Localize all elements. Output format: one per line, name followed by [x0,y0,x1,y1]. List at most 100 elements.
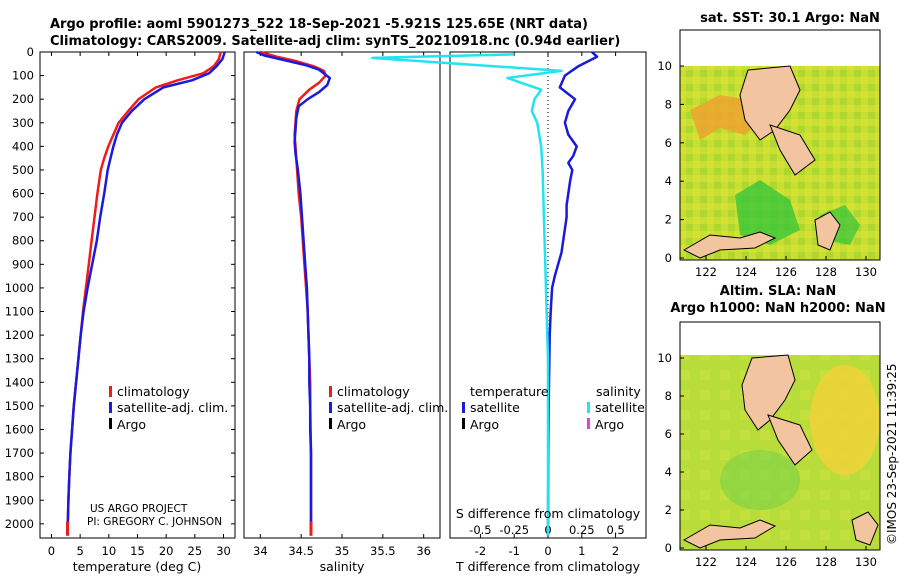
salinity-axes-frame [243,51,441,539]
map-x-tick-label: 130 [855,555,877,569]
sst-map: sat. SST: 30.1 Argo: NaN 122 124 126 128 130… [657,11,881,279]
map-y-tick-label: 4 [665,465,672,479]
legend-satellite-adj: satellite-adj. clim. [117,400,228,415]
temperature-xlabel: temperature (deg C) [73,559,202,574]
y-tick-label: 900 [12,257,34,271]
y-tick-label: 1700 [5,446,34,460]
map-x-tick-label: 128 [815,555,837,569]
temperature-panel: 0100200300400500600700800900100011001200… [5,45,236,574]
salinity-panel: 34 34.5 35 35.5 36 salinity climatology sate… [243,50,448,574]
temperature-x-tick-label: 10 [102,544,117,558]
difference-panel: -2 -1 0 1 2-0.5 -0.25 0 0.25 0.5 T difference fr… [371,51,647,574]
sla-land-islands [851,511,879,546]
legend-marker-argo [329,418,332,429]
y-tick-label: 200 [12,92,34,106]
series-line-temperature-satellite [546,51,599,536]
sla-map-title1: Altim. SLA: NaN [720,284,836,299]
sst-land-mindanao [769,124,816,176]
legend-marker-t-satellite [462,402,465,413]
y-tick-label: 1900 [5,493,34,507]
y-tick-label: 2000 [5,517,34,531]
y-tick-label: 1800 [5,470,34,484]
s-difference-tick-label: 0.5 [606,523,624,537]
salinity-x-tick-label: 36 [416,544,431,558]
map-x-tick-label: 124 [735,265,757,279]
y-tick-label: 1100 [5,305,34,319]
map-y-tick-label: 6 [665,427,672,441]
temperature-x-tick-label: 15 [130,544,145,558]
map-y-tick-label: 4 [665,174,672,188]
sst-map-title: sat. SST: 30.1 Argo: NaN [700,11,880,26]
legend-marker-t-argo [462,418,465,429]
map-y-tick-label: 8 [665,97,672,111]
y-tick-label: 1000 [5,281,34,295]
salinity-legend: climatology satellite-adj. clim. Argo [329,384,448,432]
map-y-tick-label: 2 [665,213,672,227]
legend-marker-satellite-adj [109,402,112,413]
sla-map-title2: Argo h1000: NaN h2000: NaN [670,301,885,316]
series-line-satellite-adj-clim- [66,51,226,536]
figure-title-line2: Climatology: CARS2009. Satellite-adj cli… [50,34,620,49]
map-x-tick-label: 126 [775,265,797,279]
legend-marker-climatology [109,386,112,397]
sla-land-mindanao [767,414,813,466]
y-tick-label: 800 [12,234,34,248]
y-tick-label: 100 [12,69,34,83]
y-tick-label: 300 [12,116,34,130]
temperature-x-tick-label: 5 [76,544,83,558]
sla-land-lesser-sunda [682,519,777,549]
sla-map: Altim. SLA: NaN Argo h1000: NaN h2000: N… [657,284,885,569]
legend-satellite-adj: satellite-adj. clim. [337,400,448,415]
difference-x-tick-label: 0 [544,544,551,558]
legend-temperature-title: temperature [470,384,549,399]
map-y-tick-label: 0 [665,251,672,265]
legend-marker-satellite-adj [329,402,332,413]
y-tick-label: 500 [12,163,34,177]
sst-map-frame [679,29,881,261]
map-x-tick-label: 124 [735,555,757,569]
series-line-satellite-adj-clim- [255,50,332,536]
salinity-xlabel: salinity [320,559,365,574]
s-difference-tick-label: -0.25 [499,523,529,537]
legend-salinity-title: salinity [596,384,641,399]
map-x-tick-label: 122 [695,555,717,569]
legend-marker-s-argo [587,418,590,429]
credit-project: US ARGO PROJECT [90,503,188,515]
y-tick-label: 600 [12,187,34,201]
map-x-tick-label: 128 [815,265,837,279]
map-x-tick-label: 130 [855,265,877,279]
sla-low-patch [720,450,800,510]
sla-map-frame [679,321,881,551]
y-tick-label: 400 [12,139,34,153]
legend-s-satellite: satellite [595,400,645,415]
t-difference-xlabel: T difference from climatology [455,559,641,574]
y-tick-label: 1200 [5,328,34,342]
y-tick-label: 1400 [5,375,34,389]
credit-pi: PI: GREGORY C. JOHNSON [87,516,222,528]
sst-land-islands [814,211,841,251]
y-tick-label: 1500 [5,399,34,413]
temperature-x-tick-label: 20 [159,544,174,558]
sst-land-lesser-sunda [682,231,777,259]
map-y-tick-label: 0 [665,541,672,555]
y-tick-label: 700 [12,210,34,224]
temperature-x-tick-label: 25 [188,544,203,558]
legend-marker-s-satellite [587,402,590,413]
temperature-legend: climatology satellite-adj. clim. Argo [109,384,228,432]
map-y-tick-label: 10 [657,351,672,365]
salinity-x-tick-label: 34.5 [288,544,314,558]
difference-x-tick-label: 1 [578,544,585,558]
map-x-tick-label: 126 [775,555,797,569]
legend-t-satellite: satellite [470,400,520,415]
sst-cool-patch [735,180,800,245]
temperature-x-tick-label: 30 [216,544,231,558]
series-line-salinity-satellite [371,53,563,536]
s-difference-tick-label: 0.25 [569,523,595,537]
legend-argo: Argo [337,417,366,432]
map-y-tick-label: 2 [665,503,672,517]
difference-x-tick-label: 2 [612,544,619,558]
sla-high-patch [810,365,880,475]
map-y-tick-label: 8 [665,389,672,403]
difference-legend: temperature satellite Argo salinity sate… [462,384,645,432]
